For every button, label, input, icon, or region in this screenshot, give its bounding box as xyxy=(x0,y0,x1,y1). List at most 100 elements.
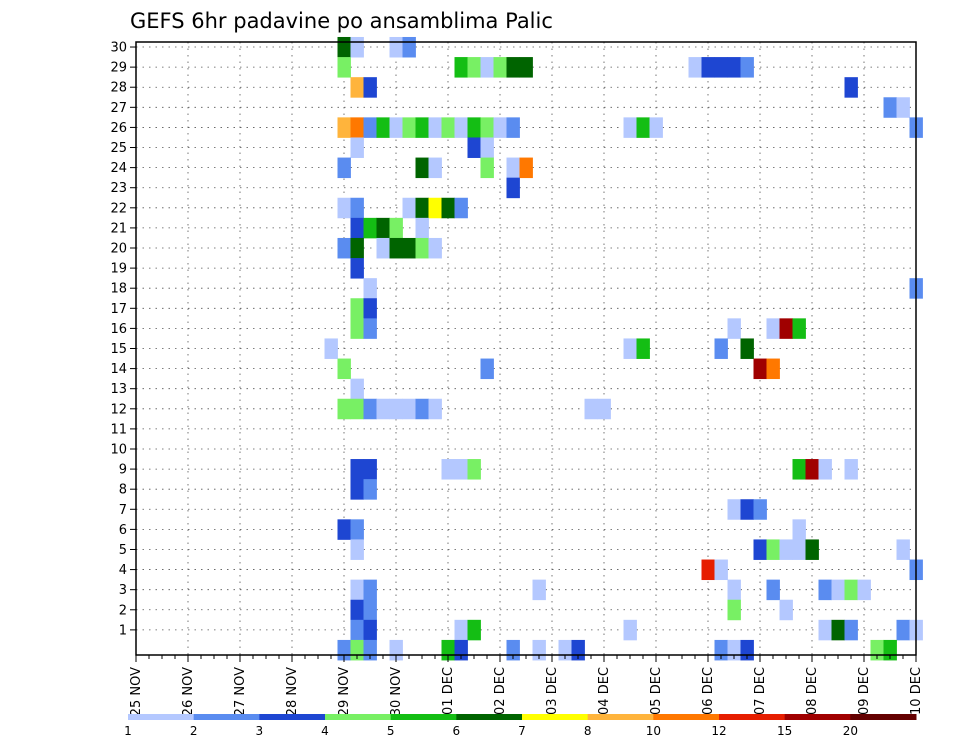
precip-cell xyxy=(428,157,442,179)
precip-cell xyxy=(623,338,637,359)
y-tick-label: 13 xyxy=(110,382,127,397)
x-tick-label: 07 DEC xyxy=(753,667,768,715)
x-tick-label: 04 DEC xyxy=(597,667,612,715)
y-tick-label: 29 xyxy=(110,61,127,76)
precip-cell xyxy=(363,579,377,601)
precip-cell xyxy=(844,619,858,641)
precip-cell xyxy=(714,338,728,359)
chart-title: GEFS 6hr padavine po ansamblima Palic xyxy=(130,9,553,33)
precip-cell xyxy=(402,398,416,420)
precip-cell xyxy=(337,157,351,179)
precip-cell xyxy=(480,57,494,78)
precip-cell xyxy=(493,57,507,78)
colorbar-label: 4 xyxy=(321,724,329,738)
precipitation-cells xyxy=(324,36,923,661)
precip-cell xyxy=(467,117,481,138)
precip-cell xyxy=(753,358,767,380)
precip-cell xyxy=(467,619,481,641)
precip-cell xyxy=(350,579,364,601)
precip-cell xyxy=(480,117,494,138)
precip-cell xyxy=(792,318,806,339)
precip-cell xyxy=(350,479,364,500)
precip-cell xyxy=(363,599,377,621)
precip-cell xyxy=(727,57,741,78)
precip-cell xyxy=(363,479,377,500)
precip-cell xyxy=(896,539,910,560)
precip-cell xyxy=(415,398,429,420)
precip-cell xyxy=(428,237,442,259)
precip-cell xyxy=(792,539,806,560)
x-tick-label: 30 NOV xyxy=(389,667,404,716)
colorbar-segment xyxy=(128,714,195,720)
precip-cell xyxy=(415,237,429,259)
y-tick-label: 22 xyxy=(110,201,127,216)
y-tick-label: 10 xyxy=(110,442,127,457)
precip-cell xyxy=(766,358,780,380)
precip-cell xyxy=(467,459,481,480)
precip-cell xyxy=(350,539,364,560)
precip-cell xyxy=(467,57,481,78)
y-tick-label: 3 xyxy=(119,583,127,598)
y-axis-ticks: 1234567891011121314151617181920212223242… xyxy=(110,41,136,638)
precip-cell xyxy=(363,619,377,641)
precip-cell xyxy=(818,619,832,641)
precip-cell xyxy=(402,36,416,58)
x-tick-label: 03 DEC xyxy=(545,667,560,715)
x-tick-label: 27 NOV xyxy=(233,667,248,716)
precip-cell xyxy=(376,117,390,138)
y-tick-label: 28 xyxy=(110,81,127,96)
y-tick-label: 2 xyxy=(119,603,127,618)
precip-cell xyxy=(779,318,793,339)
x-tick-label: 06 DEC xyxy=(701,667,716,715)
precip-cell xyxy=(454,459,468,480)
precip-cell xyxy=(454,197,468,219)
precip-cell xyxy=(766,579,780,601)
y-tick-label: 27 xyxy=(110,101,127,116)
precip-cell xyxy=(454,619,468,641)
precip-cell xyxy=(727,579,741,601)
colorbar-segment xyxy=(259,714,326,720)
grid-lines xyxy=(136,42,916,655)
precip-cell xyxy=(727,499,741,520)
x-tick-label: 08 DEC xyxy=(805,667,820,715)
x-tick-label: 05 DEC xyxy=(649,667,664,715)
precip-cell xyxy=(350,77,364,98)
precip-cell xyxy=(389,398,403,420)
precip-cell xyxy=(480,157,494,179)
x-tick-label: 25 NOV xyxy=(129,667,144,716)
precip-cell xyxy=(766,539,780,560)
precip-cell xyxy=(519,57,533,78)
precip-cell xyxy=(389,237,403,259)
y-tick-label: 25 xyxy=(110,141,127,156)
colorbar-label: 3 xyxy=(256,724,264,738)
precip-cell xyxy=(883,97,897,118)
precip-cell xyxy=(688,57,702,78)
x-tick-label: 10 DEC xyxy=(909,667,924,715)
precip-cell xyxy=(350,298,364,319)
precip-cell xyxy=(792,519,806,540)
precip-cell xyxy=(337,519,351,540)
precip-cell xyxy=(376,217,390,239)
precip-cell xyxy=(350,318,364,339)
precip-cell xyxy=(337,117,351,138)
precip-cell xyxy=(350,459,364,480)
precip-cell xyxy=(623,117,637,138)
precip-cell xyxy=(506,57,520,78)
colorbar-label: 10 xyxy=(646,724,661,738)
precip-cell xyxy=(597,398,611,420)
precip-cell xyxy=(363,278,377,299)
y-tick-label: 30 xyxy=(110,41,127,56)
colorbar: 1 2 3 4 5 6 7 8 10 12 15 20 xyxy=(124,714,917,738)
precip-cell xyxy=(506,117,520,138)
y-tick-label: 23 xyxy=(110,181,127,196)
colorbar-segment xyxy=(850,714,917,720)
precip-cell xyxy=(428,197,442,219)
colorbar-segment xyxy=(784,714,851,720)
precip-cell xyxy=(818,459,832,480)
precip-cell xyxy=(389,217,403,239)
colorbar-label: 15 xyxy=(777,724,792,738)
precip-cell xyxy=(766,318,780,339)
precip-cell xyxy=(350,258,364,279)
colorbar-segment xyxy=(587,714,654,720)
precip-cell xyxy=(350,237,364,259)
